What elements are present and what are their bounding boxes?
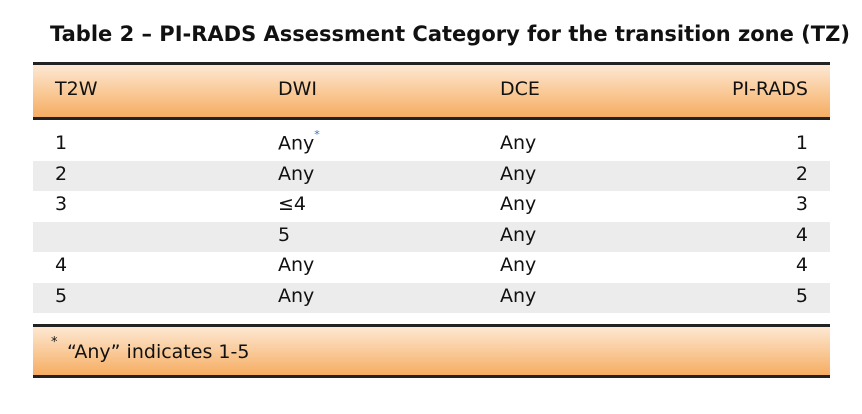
table-cell: 5 xyxy=(55,284,68,307)
table-cell: 2 xyxy=(795,162,808,185)
table-row: 1 Any* Any 1 xyxy=(33,128,830,160)
table-cell: Any xyxy=(500,254,537,276)
table-cell: Any xyxy=(500,162,537,185)
table-cell: Any xyxy=(278,284,315,307)
table-cell: Any xyxy=(278,254,315,276)
header-cell: T2W xyxy=(55,78,98,100)
table-row: 5 Any Any 5 xyxy=(33,282,830,313)
table-footnote: * “Any” indicates 1-5 xyxy=(33,324,830,378)
table-cell: 4 xyxy=(795,254,808,276)
table-cell: 3 xyxy=(795,193,808,215)
table-cell: 2 xyxy=(55,162,68,185)
table-row: 5 Any 4 xyxy=(33,221,830,252)
table-row: 3 ≤4 Any 3 xyxy=(33,191,830,221)
footnote-marker: * xyxy=(51,335,58,350)
table-cell: Any* xyxy=(278,128,320,155)
table-cell: 3 xyxy=(55,193,68,215)
table-cell: Any xyxy=(500,284,537,307)
table-row: 4 Any Any 4 xyxy=(33,252,830,282)
table-header: T2W DWI DCE PI-RADS xyxy=(33,62,830,120)
table-title: Table 2 – PI-RADS Assessment Category fo… xyxy=(50,22,850,46)
header-cell: PI-RADS xyxy=(731,78,808,100)
footnote-text: “Any” indicates 1-5 xyxy=(67,341,250,363)
table-cell: 5 xyxy=(278,223,291,246)
table-row: 2 Any Any 2 xyxy=(33,160,830,191)
footnote-ref: * xyxy=(314,128,320,141)
table-cell: 4 xyxy=(795,223,808,246)
table-cell: Any xyxy=(500,223,537,246)
header-cell: DCE xyxy=(500,78,540,100)
table-cell: Any xyxy=(278,162,315,185)
table-cell: 1 xyxy=(795,132,808,154)
table-cell: Any xyxy=(500,193,537,215)
table-cell: ≤4 xyxy=(278,193,307,215)
table-cell: 4 xyxy=(55,254,68,276)
table-cell: 5 xyxy=(795,284,808,307)
header-cell: DWI xyxy=(278,78,318,100)
table-cell: 1 xyxy=(55,132,68,154)
table-cell: Any xyxy=(500,132,537,154)
